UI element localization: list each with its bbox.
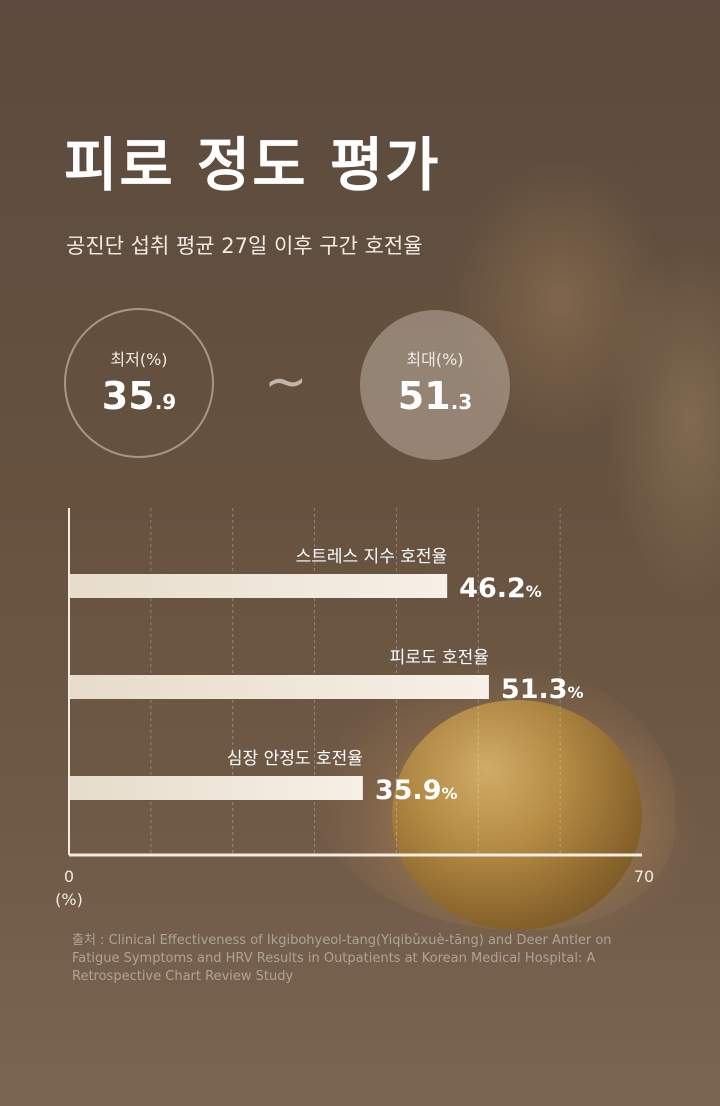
max-stat-label: 최대(%) xyxy=(406,350,464,369)
bar-category-label: 스트레스 지수 호전율 xyxy=(296,547,448,567)
gold-pill-decoration xyxy=(392,700,642,930)
bar-1 xyxy=(70,574,448,598)
max-stat-int: 51 xyxy=(397,374,451,418)
bar-value-label: 51.3% xyxy=(501,674,584,705)
x-tick-start: 0 xyxy=(64,867,74,886)
x-tick-end: 70 xyxy=(634,867,654,886)
range-tilde: ~ xyxy=(264,352,308,412)
bar-category-label: 심장 안정도 호전율 xyxy=(227,749,363,769)
min-stat-int: 35 xyxy=(101,374,155,418)
bar-value-label: 46.2% xyxy=(459,573,542,604)
bar-category-label: 피로도 호전율 xyxy=(390,648,489,668)
bar-value-label: 35.9% xyxy=(375,775,458,806)
page-subtitle: 공진단 섭취 평균 27일 이후 구간 호전율 xyxy=(66,234,423,258)
max-stat-circle: 최대(%) 51.3 xyxy=(360,310,510,460)
max-stat-dec: .3 xyxy=(450,390,473,414)
min-stat-value: 35.9 xyxy=(66,374,212,418)
bar-3 xyxy=(70,776,363,800)
min-stat-circle: 최저(%) 35.9 xyxy=(64,308,214,458)
x-axis-unit-label: (%) xyxy=(55,890,83,909)
bar-2 xyxy=(70,675,489,699)
source-citation: 출처 : Clinical Effectiveness of Ikgibohye… xyxy=(72,933,612,984)
min-stat-label: 최저(%) xyxy=(110,350,168,369)
min-stat-dec: .9 xyxy=(154,390,177,414)
page-title: 피로 정도 평가 xyxy=(64,131,441,199)
max-stat-value: 51.3 xyxy=(360,374,510,418)
